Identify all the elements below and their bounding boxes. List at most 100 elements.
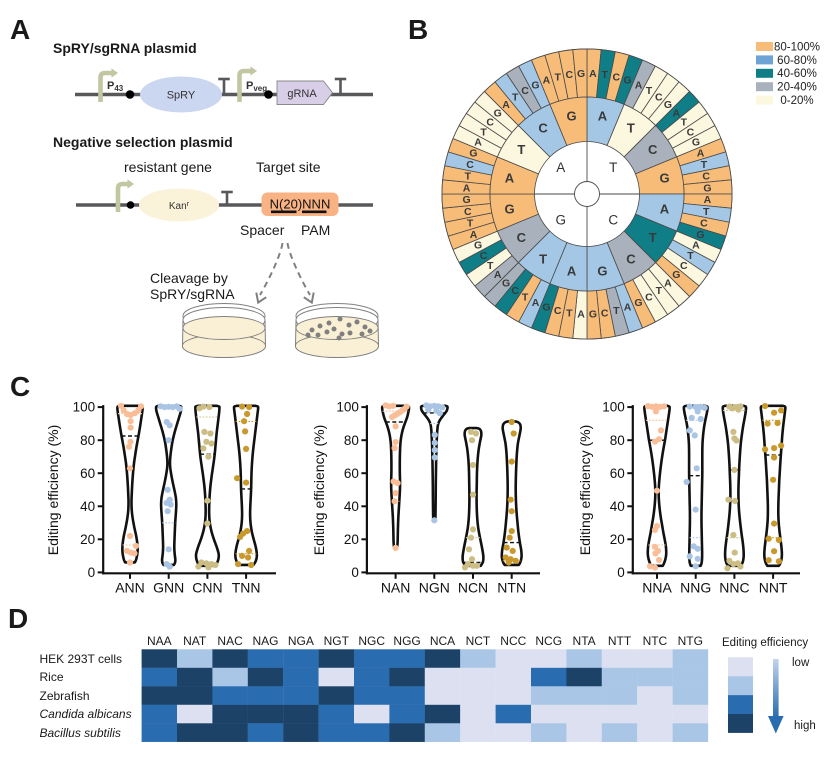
svg-text:Spacer: Spacer: [240, 222, 285, 238]
svg-text:A: A: [660, 201, 670, 216]
svg-text:NCA: NCA: [430, 634, 455, 648]
svg-text:NTC: NTC: [643, 634, 668, 648]
svg-text:NTN: NTN: [497, 580, 526, 596]
svg-text:Candida albicans: Candida albicans: [40, 707, 132, 721]
svg-text:B: B: [408, 14, 428, 45]
svg-text:NTA: NTA: [573, 634, 596, 648]
svg-text:NCN: NCN: [458, 580, 488, 596]
svg-text:T: T: [487, 260, 494, 272]
svg-text:HEK 293T cells: HEK 293T cells: [40, 652, 122, 666]
svg-text:resistant gene: resistant gene: [124, 159, 212, 175]
svg-text:C: C: [687, 126, 695, 138]
svg-text:NAN: NAN: [381, 580, 411, 596]
svg-text:A: A: [463, 182, 471, 194]
svg-text:60: 60: [610, 466, 625, 481]
svg-text:T: T: [649, 230, 657, 245]
svg-text:NGN: NGN: [419, 580, 450, 596]
svg-text:G: G: [634, 297, 642, 309]
svg-text:A: A: [624, 302, 632, 314]
svg-text:C: C: [702, 171, 710, 183]
svg-text:C: C: [645, 292, 653, 304]
svg-text:C: C: [517, 230, 527, 245]
svg-text:C: C: [648, 142, 658, 157]
svg-text:NGA: NGA: [288, 634, 314, 648]
svg-text:20: 20: [80, 532, 95, 547]
svg-text:Target site: Target site: [256, 159, 321, 175]
svg-text:NNA: NNA: [642, 580, 672, 596]
svg-text:Editing efficiency (%): Editing efficiency (%): [311, 425, 327, 555]
svg-text:T: T: [656, 285, 663, 297]
svg-text:A: A: [589, 68, 597, 80]
svg-text:G: G: [494, 107, 502, 119]
svg-text:Negative selection plasmid: Negative selection plasmid: [53, 134, 233, 150]
svg-text:T: T: [609, 160, 617, 175]
svg-text:A: A: [470, 229, 478, 241]
svg-text:G: G: [696, 229, 704, 241]
svg-text:CNN: CNN: [192, 580, 222, 596]
svg-text:0: 0: [88, 565, 96, 580]
svg-text:T: T: [522, 292, 529, 304]
svg-text:100: 100: [73, 400, 96, 415]
svg-text:A: A: [692, 240, 700, 252]
svg-text:T: T: [539, 252, 547, 267]
svg-text:Pveg: Pveg: [246, 80, 267, 93]
svg-text:0: 0: [351, 565, 359, 580]
svg-text:N(20)NNN: N(20)NNN: [270, 197, 331, 212]
svg-text:40-60%: 40-60%: [777, 68, 817, 80]
svg-text:C: C: [511, 285, 519, 297]
svg-text:NTG: NTG: [678, 634, 703, 648]
svg-text:SpRY/sgRNA plasmid: SpRY/sgRNA plasmid: [53, 40, 197, 56]
svg-text:A: A: [474, 137, 482, 149]
svg-text:A: A: [567, 264, 577, 279]
svg-text:T: T: [701, 159, 708, 171]
svg-text:20-40%: 20-40%: [777, 82, 817, 94]
svg-text:A: A: [505, 171, 515, 186]
svg-text:GNN: GNN: [153, 580, 184, 596]
svg-text:T: T: [687, 250, 694, 262]
svg-text:T: T: [512, 91, 519, 103]
svg-text:C: C: [480, 250, 488, 262]
svg-text:T: T: [681, 116, 688, 128]
svg-text:C: C: [655, 91, 663, 103]
svg-text:NCG: NCG: [535, 634, 562, 648]
svg-text:C: C: [554, 305, 562, 317]
svg-text:NNT: NNT: [759, 580, 788, 596]
svg-text:G: G: [474, 240, 482, 252]
svg-text:C: C: [464, 206, 472, 218]
svg-text:C: C: [700, 218, 708, 230]
svg-text:gRNA: gRNA: [287, 88, 317, 100]
svg-text:NAA: NAA: [147, 634, 172, 648]
svg-text:C: C: [486, 116, 494, 128]
svg-text:T: T: [627, 120, 635, 135]
svg-text:NGG: NGG: [393, 634, 420, 648]
svg-text:C: C: [566, 69, 574, 81]
svg-text:T: T: [703, 206, 710, 218]
svg-text:Cleavage by: Cleavage by: [150, 270, 228, 286]
svg-text:G: G: [502, 278, 510, 290]
svg-text:G: G: [692, 137, 700, 149]
svg-text:SpRY/sgRNA: SpRY/sgRNA: [150, 286, 235, 302]
svg-text:NGC: NGC: [358, 634, 385, 648]
svg-text:Editing efficiency (%): Editing efficiency (%): [577, 425, 593, 555]
svg-text:G: G: [672, 269, 680, 281]
svg-text:Editing efficiency (%): Editing efficiency (%): [45, 425, 61, 555]
svg-text:80: 80: [610, 433, 625, 448]
svg-text:P43: P43: [107, 80, 124, 93]
svg-text:40: 40: [344, 499, 359, 514]
svg-text:C: C: [601, 307, 609, 319]
svg-text:G: G: [463, 194, 471, 206]
svg-text:80-100%: 80-100%: [774, 41, 820, 53]
svg-text:80: 80: [344, 433, 359, 448]
svg-text:G: G: [556, 212, 567, 227]
svg-text:T: T: [465, 171, 472, 183]
svg-text:60: 60: [344, 466, 359, 481]
svg-text:60-80%: 60-80%: [777, 55, 817, 67]
svg-text:ANN: ANN: [115, 580, 145, 596]
svg-text:Rice: Rice: [40, 670, 64, 684]
svg-text:G: G: [542, 302, 550, 314]
svg-text:NAG: NAG: [252, 634, 278, 648]
svg-text:PAM: PAM: [301, 222, 330, 238]
svg-text:T: T: [601, 69, 608, 81]
svg-text:C: C: [538, 120, 548, 135]
svg-text:NGT: NGT: [324, 634, 350, 648]
